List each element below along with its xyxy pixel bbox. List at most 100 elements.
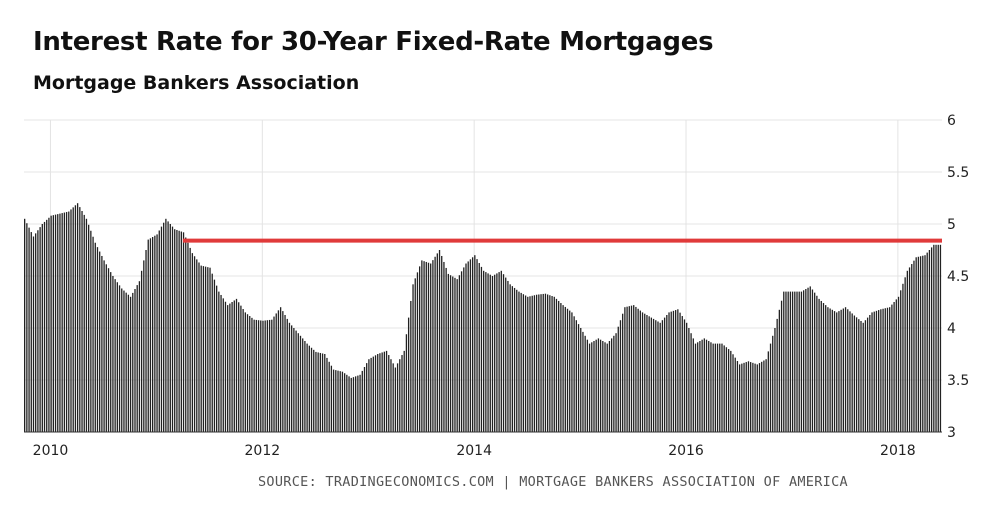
bar <box>416 272 419 432</box>
bar <box>496 273 498 432</box>
x-tick-label: 2016 <box>668 443 704 459</box>
bar <box>419 266 421 432</box>
bar <box>253 319 255 432</box>
bar <box>900 290 902 432</box>
bar <box>81 211 83 432</box>
bar <box>112 276 114 432</box>
bar <box>368 359 370 432</box>
bar <box>617 326 619 432</box>
bar <box>549 295 551 432</box>
bar <box>412 284 414 432</box>
bar <box>463 267 465 432</box>
bar <box>875 310 878 432</box>
bar <box>233 300 235 432</box>
bar <box>136 285 138 432</box>
bar <box>858 319 860 432</box>
bar <box>741 363 743 432</box>
bar <box>602 341 604 432</box>
bar <box>297 333 299 432</box>
bar <box>705 339 708 432</box>
bar <box>529 296 531 432</box>
bar <box>215 285 218 432</box>
bar <box>189 247 191 432</box>
bar <box>593 341 595 432</box>
bar <box>535 294 538 432</box>
bar <box>295 330 297 432</box>
bar <box>904 277 906 432</box>
bar <box>531 295 533 432</box>
bar <box>595 339 597 432</box>
bar <box>668 312 670 432</box>
bar <box>873 311 875 432</box>
bar <box>196 259 198 432</box>
bar <box>57 214 59 432</box>
bar <box>174 229 176 432</box>
bar <box>831 309 833 432</box>
bar <box>575 320 577 432</box>
bar <box>132 292 134 432</box>
bar <box>326 357 328 432</box>
bar <box>288 322 291 432</box>
bar <box>483 270 485 432</box>
bar <box>836 312 838 432</box>
bar <box>121 288 123 432</box>
bar <box>864 320 867 432</box>
bar <box>88 224 90 432</box>
bar <box>134 289 136 432</box>
bar <box>363 367 366 432</box>
bar <box>553 296 555 432</box>
bar <box>251 317 253 432</box>
bar <box>304 341 306 432</box>
bar <box>513 287 516 432</box>
bar <box>385 350 388 432</box>
bar <box>460 271 463 432</box>
bar <box>24 218 26 432</box>
bar <box>716 343 719 432</box>
bar <box>891 304 893 432</box>
bar <box>370 357 372 432</box>
bar <box>734 357 736 432</box>
bar <box>853 315 856 432</box>
bar <box>302 338 304 432</box>
bar <box>608 341 611 432</box>
bar <box>449 275 452 432</box>
bar <box>171 226 174 432</box>
bar <box>880 309 882 432</box>
bar <box>745 362 747 432</box>
bar <box>688 328 690 432</box>
bar <box>32 236 35 432</box>
bar <box>672 310 675 432</box>
bar <box>690 333 692 432</box>
bar <box>597 338 600 432</box>
bar <box>776 318 778 432</box>
bar <box>94 242 96 432</box>
bar <box>814 292 816 432</box>
bar <box>330 365 333 432</box>
bar <box>50 215 52 432</box>
bar <box>849 311 851 432</box>
bar <box>129 296 132 432</box>
bar <box>99 251 101 432</box>
bar <box>383 351 386 432</box>
bar <box>754 363 756 432</box>
bar <box>275 313 277 432</box>
bar <box>509 284 511 432</box>
x-tick-label: 2012 <box>245 443 281 459</box>
bar <box>686 322 688 432</box>
bar <box>725 347 728 432</box>
bar <box>635 306 637 432</box>
bar <box>933 244 935 432</box>
bar <box>85 218 88 432</box>
bar <box>719 343 721 432</box>
bar <box>560 303 562 432</box>
bar <box>911 264 913 432</box>
bar <box>410 300 412 432</box>
bar <box>774 328 776 432</box>
bar <box>712 343 714 432</box>
bar <box>677 309 679 432</box>
bar <box>30 232 32 432</box>
bar <box>299 335 302 432</box>
bar <box>92 236 94 432</box>
bar <box>379 353 381 432</box>
